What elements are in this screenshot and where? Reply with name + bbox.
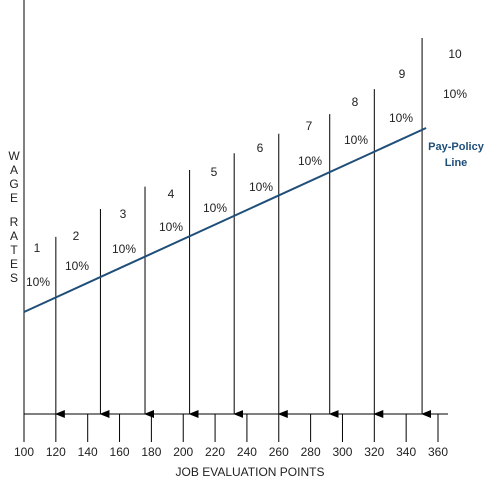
x-tick-label: 340: [396, 445, 416, 459]
pay-grade-number: 8: [352, 95, 359, 109]
x-tick-label: 320: [364, 445, 384, 459]
x-axis-tick-labels: 100 120 140 160 180 200 220 240 260 280 300 320 340 3…: [14, 445, 448, 459]
pay-grade-number: 4: [168, 187, 175, 201]
x-tick-label: 280: [301, 445, 321, 459]
pay-grade-labels: 1 10% 2 10% 3 10% 4 10% 5 10% 6 10% 7 10% 8 10% 9 10% 10 10…: [26, 47, 467, 289]
x-tick-label: 300: [332, 445, 352, 459]
x-axis-label: JOB EVALUATION POINTS: [176, 465, 325, 479]
y-axis-label-letter: S: [10, 271, 18, 285]
x-tick-label: 100: [14, 445, 34, 459]
pay-policy-line: [23, 127, 427, 313]
pay-grade-range-label: 10%: [344, 133, 368, 147]
pay-grade-number: 2: [73, 229, 80, 243]
x-tick-label: 180: [141, 445, 161, 459]
pay-grade-number: 1: [34, 241, 41, 255]
y-axis-label-letter: T: [10, 243, 18, 257]
pay-grade-number: 3: [120, 207, 127, 221]
pay-grade-range-label: 10%: [389, 111, 413, 125]
y-axis-label-letter: G: [9, 177, 18, 191]
y-axis-label-letter: A: [10, 163, 18, 177]
pay-grade-range-label: 10%: [249, 180, 273, 194]
pay-grade-number: 6: [257, 141, 264, 155]
pay-grade-range-label: 10%: [26, 275, 50, 289]
pay-grade-number: 9: [399, 67, 406, 81]
pay-policy-label-text: Line: [445, 157, 468, 169]
pay-grade-range-label: 10%: [159, 220, 183, 234]
y-axis-label-letter: A: [10, 229, 18, 243]
pay-policy-line-label: Pay-Policy Line: [428, 141, 485, 169]
pay-grade-number: 5: [211, 165, 218, 179]
x-tick-label: 120: [46, 445, 66, 459]
x-tick-label: 240: [237, 445, 257, 459]
pay-policy-label-text: Pay-Policy: [428, 141, 485, 153]
x-tick-label: 360: [428, 445, 448, 459]
x-tick-label: 160: [110, 445, 130, 459]
pay-grade-range-label: 10%: [65, 259, 89, 273]
y-axis-label-letter: W: [8, 149, 20, 163]
x-tick-label: 140: [78, 445, 98, 459]
pay-grade-range-label: 10%: [112, 242, 136, 256]
y-axis-label-letter: E: [10, 191, 18, 205]
pay-grade-number: 7: [306, 119, 313, 133]
y-axis-label-letter: R: [10, 215, 19, 229]
pay-grade-range-label: 10%: [443, 87, 467, 101]
x-tick-label: 260: [269, 445, 289, 459]
pay-grade-number: 10: [448, 47, 462, 61]
x-tick-label: 220: [205, 445, 225, 459]
y-axis-label-letter: E: [10, 257, 18, 271]
x-axis-ticks: [23, 414, 439, 442]
pay-grade-arrows: [54, 38, 432, 418]
pay-grade-range-label: 10%: [203, 201, 227, 215]
pay-grade-range-label: 10%: [298, 154, 322, 168]
x-tick-label: 200: [173, 445, 193, 459]
